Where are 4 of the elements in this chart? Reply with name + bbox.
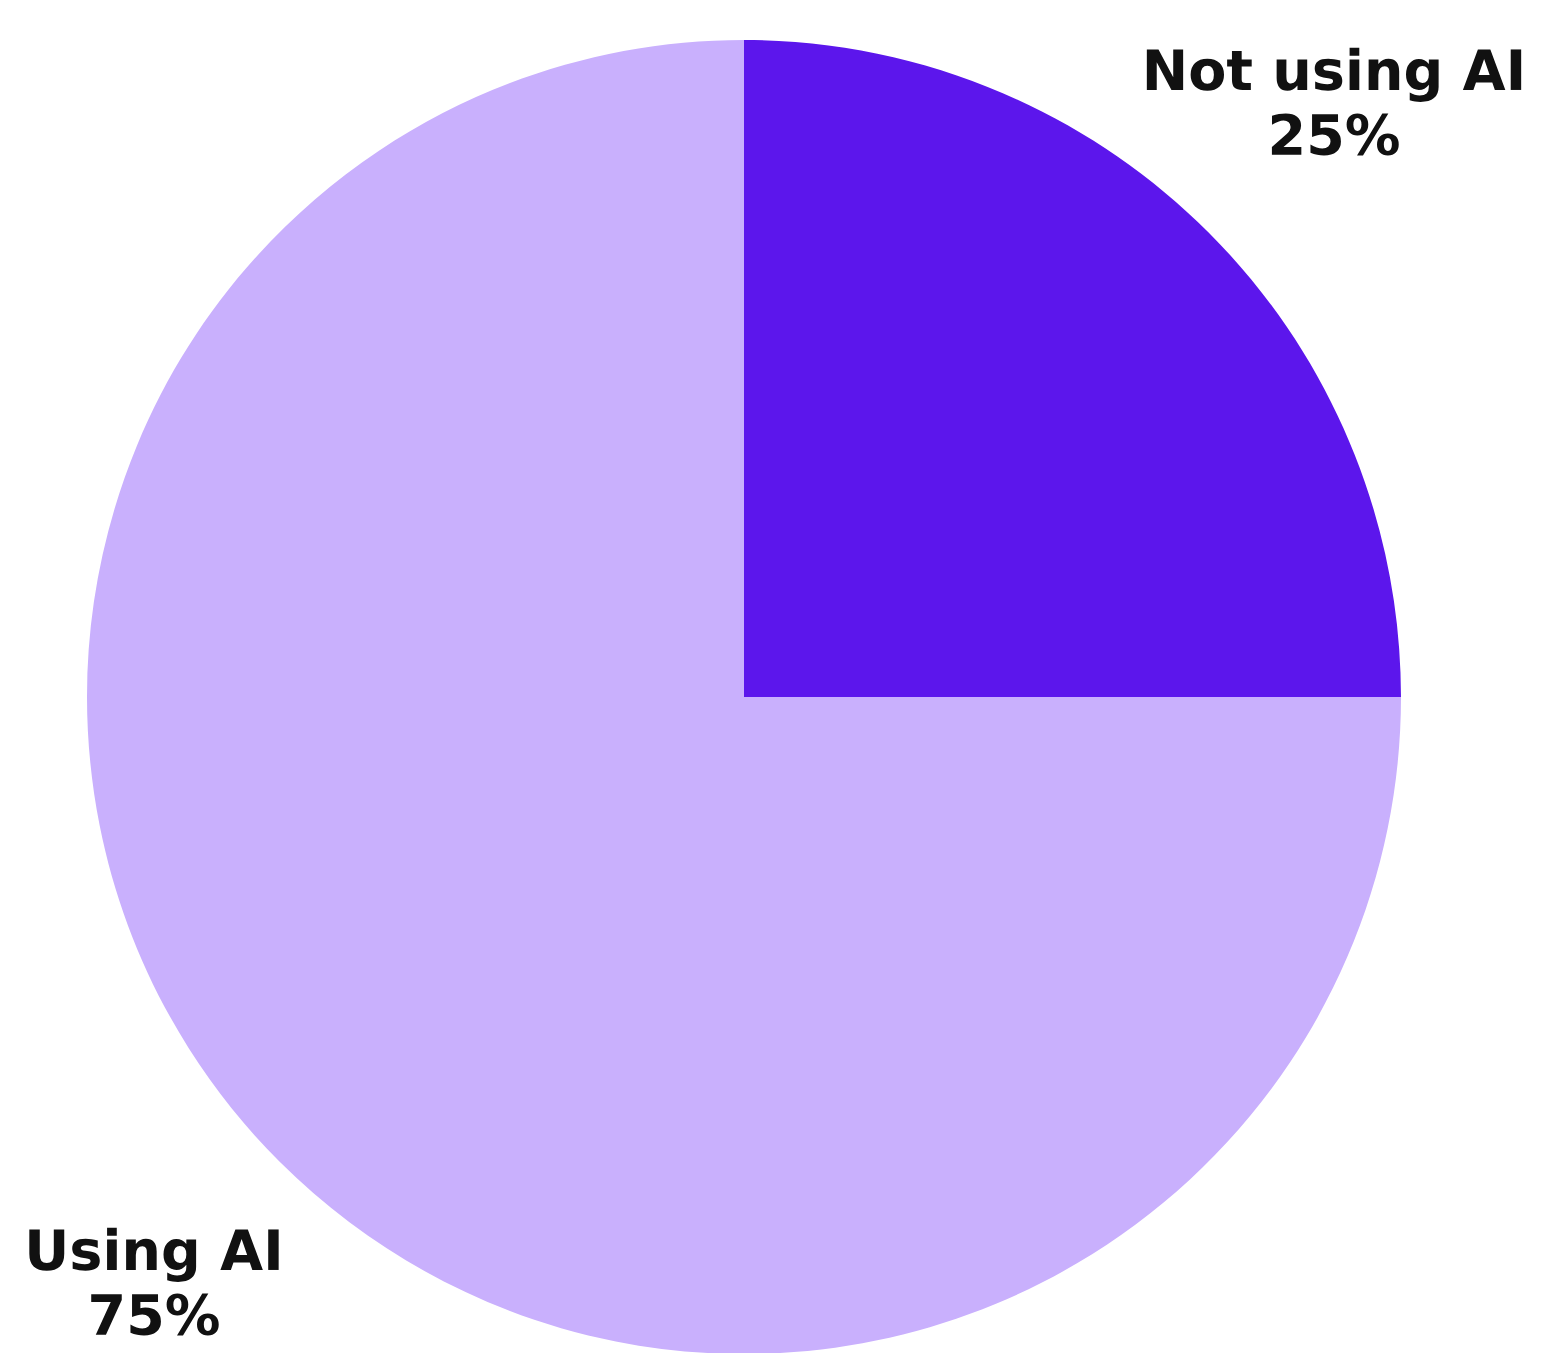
slice-label: Using AI [29, 1227, 279, 1282]
slice-label: Not using AI [1146, 47, 1522, 102]
data-label: 25% [1271, 113, 1399, 156]
data-label: 75% [91, 1293, 219, 1336]
